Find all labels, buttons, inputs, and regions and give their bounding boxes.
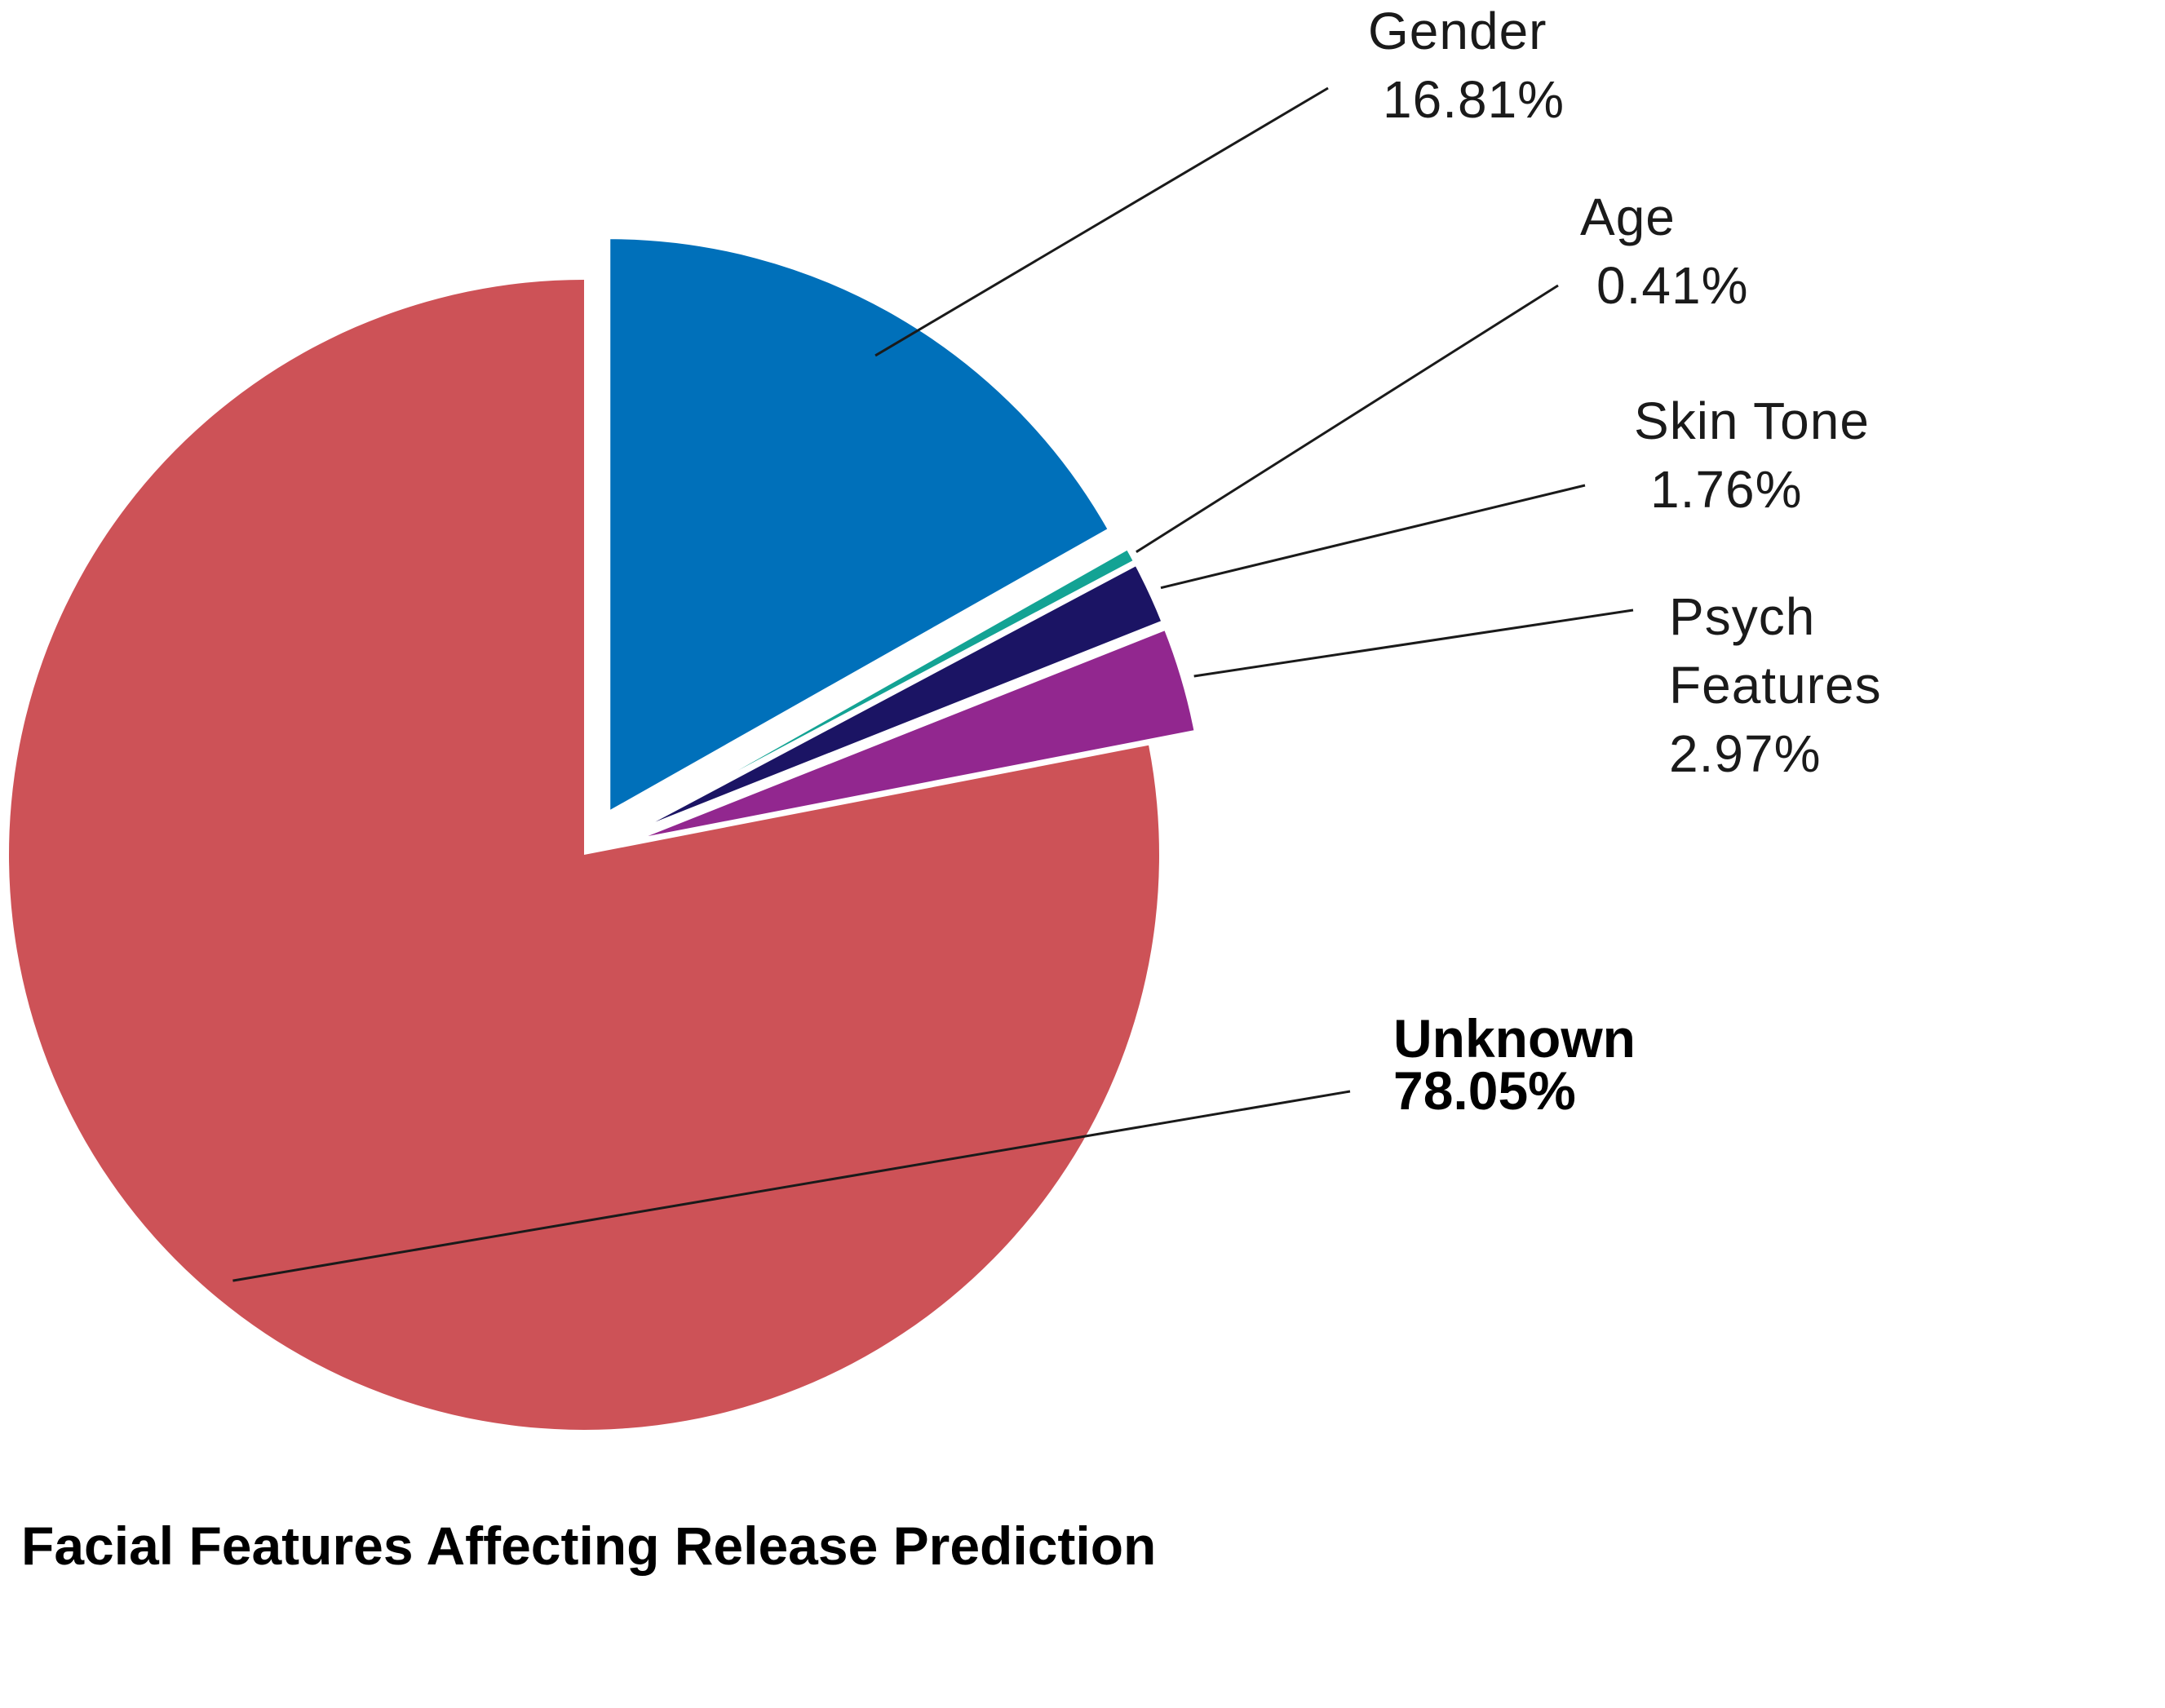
leader-line-unknown — [232, 1090, 1351, 1282]
slice-label-age: Age — [1580, 188, 1676, 246]
leader-lines — [232, 86, 1634, 1282]
pie-slice-age — [626, 546, 1137, 833]
slice-label-psych-features: Features — [1669, 656, 1882, 715]
leader-line-gender — [874, 86, 1329, 357]
pie-slice-gender — [607, 236, 1112, 816]
slice-value-gender: 16.81% — [1383, 70, 1565, 129]
slice-value-psych-features: 2.97% — [1669, 724, 1821, 783]
slice-labels: Gender 16.81% Age 0.41% Skin Tone 1.76% Psych F… — [1368, 2, 1882, 1121]
slice-label-gender: Gender — [1368, 2, 1547, 60]
chart-title: Facial Features Affecting Release Predic… — [21, 1516, 1156, 1576]
slice-value-skin-tone: 1.76% — [1650, 460, 1802, 519]
slice-label-unknown: Unknown — [1393, 1008, 1636, 1069]
slice-label-skin-tone: Skin Tone — [1634, 392, 1870, 450]
slice-value-unknown: 78.05% — [1393, 1060, 1576, 1121]
slice-value-age: 0.41% — [1596, 256, 1748, 315]
leader-line-age — [1136, 284, 1559, 553]
leader-line-skin-tone — [1160, 484, 1586, 590]
leader-line-psych-features — [1193, 608, 1634, 678]
pie-slice-skin-tone — [627, 562, 1166, 836]
pie-slice-unknown — [8, 280, 1159, 1431]
slice-label-psych-features: Psych — [1669, 587, 1815, 646]
pie-slice-psych-features — [630, 626, 1198, 843]
pie-slices — [8, 236, 1198, 1431]
